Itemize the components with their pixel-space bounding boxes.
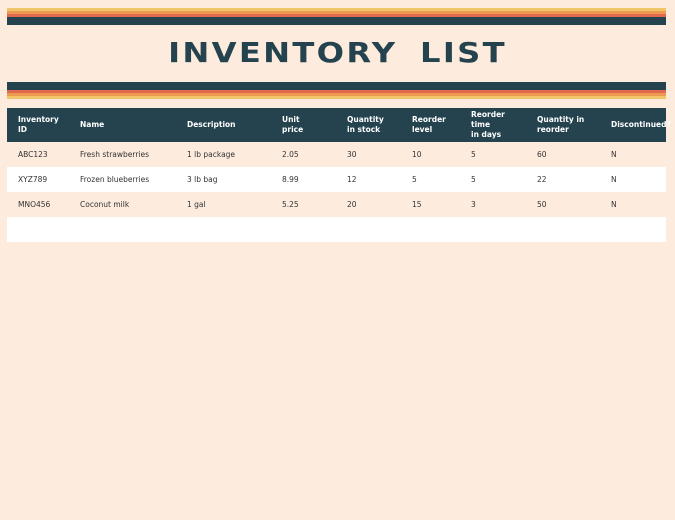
empty-cell bbox=[176, 217, 271, 242]
table-cell: 12 bbox=[336, 167, 401, 192]
table-cell: 10 bbox=[401, 142, 460, 167]
column-header: Inventory ID bbox=[7, 108, 69, 142]
table-cell: 60 bbox=[526, 142, 600, 167]
table-cell: 30 bbox=[336, 142, 401, 167]
empty-row bbox=[7, 217, 666, 242]
table-cell: 3 lb bag bbox=[176, 167, 271, 192]
table-cell: 1 lb package bbox=[176, 142, 271, 167]
column-header: Name bbox=[69, 108, 176, 142]
table-cell: XYZ789 bbox=[7, 167, 69, 192]
empty-cell bbox=[600, 217, 666, 242]
table-cell: 15 bbox=[401, 192, 460, 217]
column-header: Quantity in stock bbox=[336, 108, 401, 142]
table-cell: ABC123 bbox=[7, 142, 69, 167]
table-cell: 5.25 bbox=[271, 192, 336, 217]
table-cell: 5 bbox=[401, 167, 460, 192]
empty-cell bbox=[7, 217, 69, 242]
table-cell: 8.99 bbox=[271, 167, 336, 192]
table-row: XYZ789 Frozen blueberries 3 lb bag 8.99 12 5 5… bbox=[7, 167, 666, 192]
table-cell: MNO456 bbox=[7, 192, 69, 217]
column-header: Reorder time in days bbox=[460, 108, 526, 142]
table-row: MNO456 Coconut milk 1 gal 5.25 20 15 3 50 N bbox=[7, 192, 666, 217]
table-cell: Coconut milk bbox=[69, 192, 176, 217]
table-cell: 2.05 bbox=[271, 142, 336, 167]
empty-cell bbox=[526, 217, 600, 242]
top-stripes bbox=[7, 8, 666, 25]
column-header: Discontinued? bbox=[600, 108, 671, 142]
column-header: Quantity in reorder bbox=[526, 108, 600, 142]
table-cell: 3 bbox=[460, 192, 526, 217]
table-cell: N bbox=[600, 167, 666, 192]
column-header: Reorder level bbox=[401, 108, 460, 142]
table-cell: 50 bbox=[526, 192, 600, 217]
table-cell: Fresh strawberries bbox=[69, 142, 176, 167]
inventory-table: Inventory ID Name Description Unit price Qua… bbox=[7, 108, 671, 242]
table-cell: N bbox=[600, 142, 666, 167]
table-row: ABC123 Fresh strawberries 1 lb package 2.05… bbox=[7, 142, 666, 167]
table-cell: 20 bbox=[336, 192, 401, 217]
title: INVENTORY LIST bbox=[168, 36, 507, 69]
table-cell: 5 bbox=[460, 142, 526, 167]
header-row: Inventory ID Name Description Unit price Qua… bbox=[7, 108, 671, 142]
table-cell: 1 gal bbox=[176, 192, 271, 217]
empty-cell bbox=[271, 217, 336, 242]
empty-cell bbox=[460, 217, 526, 242]
column-header: Description bbox=[176, 108, 271, 142]
column-header: Unit price bbox=[271, 108, 336, 142]
empty-cell bbox=[69, 217, 176, 242]
table-cell: 22 bbox=[526, 167, 600, 192]
table-cell: N bbox=[600, 192, 666, 217]
empty-cell bbox=[336, 217, 401, 242]
table-cell: Frozen blueberries bbox=[69, 167, 176, 192]
table-cell: 5 bbox=[460, 167, 526, 192]
bottom-stripes bbox=[7, 82, 666, 99]
empty-cell bbox=[401, 217, 460, 242]
